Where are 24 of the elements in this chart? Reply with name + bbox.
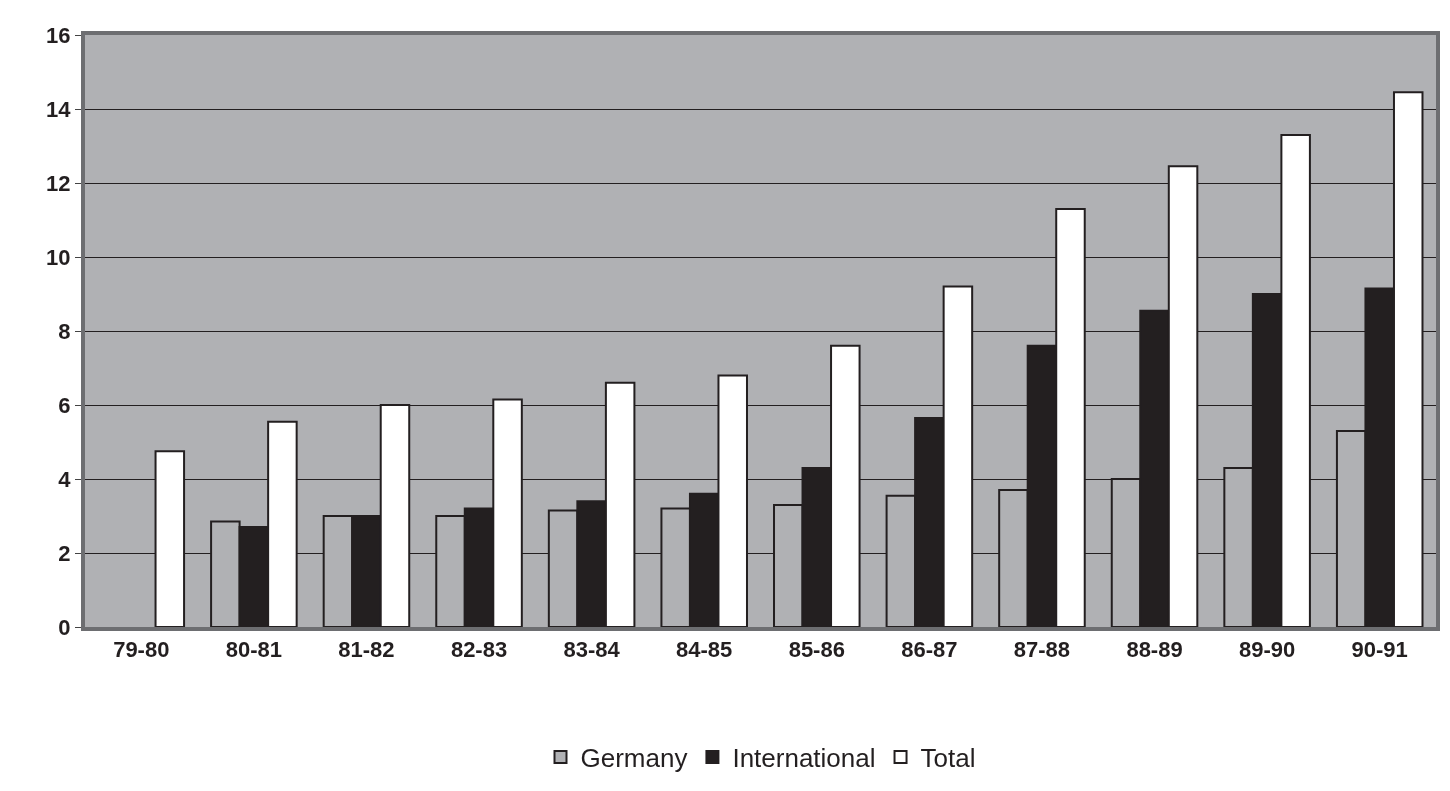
x-tick-label: 83-84 — [563, 637, 621, 663]
y-tick-label: 6 — [58, 392, 71, 418]
x-tick-label: 88-89 — [1126, 637, 1183, 663]
legend-label: Germany — [580, 743, 688, 774]
y-tick-label: 0 — [58, 614, 71, 640]
x-tick-label: 82-83 — [450, 637, 508, 663]
y-tick-label: 2 — [58, 540, 71, 566]
y-tick-label: 16 — [46, 22, 71, 48]
x-tick-label: 80-81 — [225, 637, 283, 663]
x-tick-label: 79-80 — [113, 637, 170, 663]
x-tick-label: 87-88 — [1013, 637, 1071, 663]
legend-label: Total — [920, 743, 976, 774]
y-tick-label: 10 — [46, 244, 71, 270]
x-tick-label: 84-85 — [676, 637, 733, 663]
x-tick-label: 86-87 — [901, 637, 958, 663]
x-tick-label: 89-90 — [1238, 637, 1296, 663]
legend-label: International — [732, 743, 876, 774]
y-tick-label: 12 — [46, 170, 71, 196]
y-tick-label: 4 — [58, 466, 72, 492]
y-tick-label: 14 — [46, 96, 72, 122]
y-tick-label: 8 — [58, 318, 71, 344]
x-tick-label: 90-91 — [1351, 637, 1408, 663]
x-tick-label: 85-86 — [788, 637, 845, 663]
x-tick-label: 81-82 — [338, 637, 395, 663]
